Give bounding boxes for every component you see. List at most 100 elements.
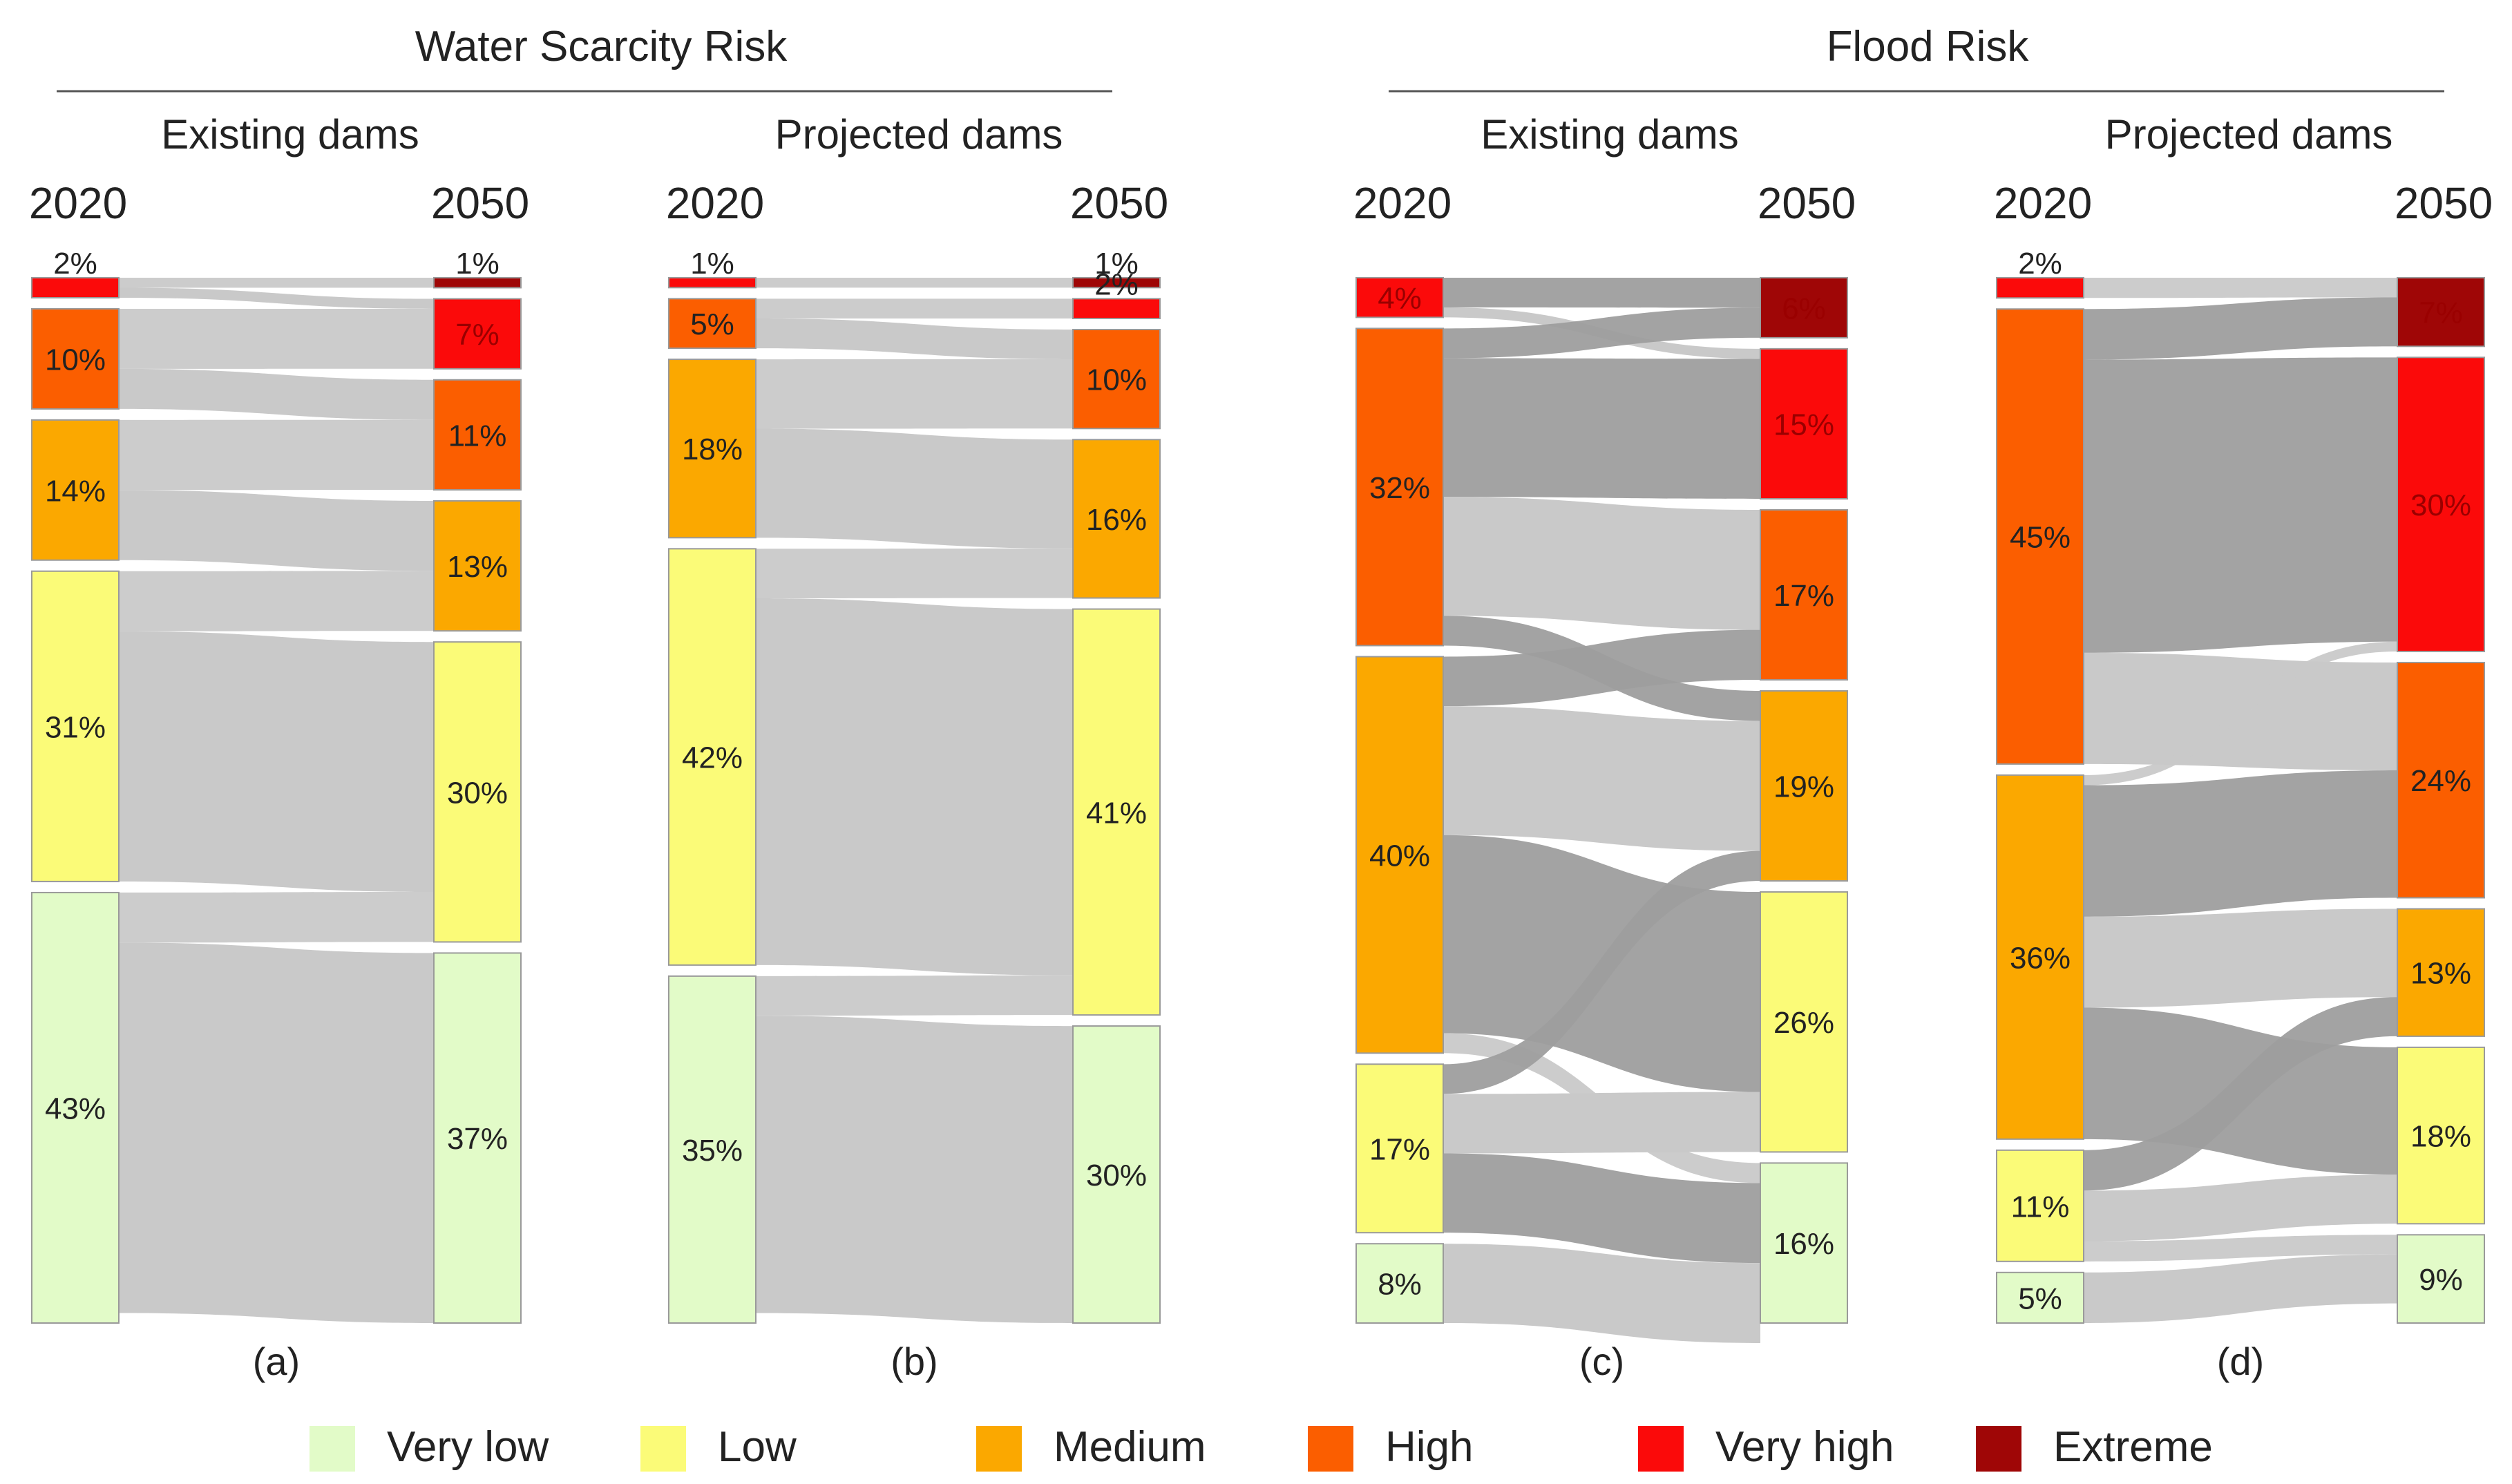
flow-high-to-very_high bbox=[1443, 358, 1760, 499]
node-label-right-high: 10% bbox=[1086, 363, 1147, 397]
node-label-right-medium: 19% bbox=[1773, 770, 1834, 804]
node-left-medium bbox=[1996, 774, 2084, 1140]
flow-very_high-to-very_high bbox=[119, 287, 434, 309]
node-label-right-extreme: 1% bbox=[1094, 247, 1139, 280]
node-label-left-very_high: 2% bbox=[2018, 247, 2062, 280]
legend-swatch-high bbox=[1308, 1426, 1353, 1472]
node-label-right-very_high: 30% bbox=[2410, 488, 2471, 522]
sankey-panel-a: 2% 10% 14% 31% 43% 1% 7% 11% 13% 30% 37% Existing d… bbox=[29, 111, 529, 1383]
node-label-left-high: 32% bbox=[1369, 471, 1430, 505]
flow-very_high-to-extreme bbox=[2084, 278, 2397, 298]
node-left-very_low bbox=[1996, 1271, 2084, 1324]
flow-low-to-low bbox=[756, 598, 1073, 976]
year-label-2020-b: 2020 bbox=[666, 178, 764, 228]
node-label-right-very_high: 2% bbox=[1094, 267, 1139, 301]
sankey-panel-c: 4% 32% 40% 17% 8% 6% 15% 17% 19% 26% 16% Existing d… bbox=[1353, 111, 1856, 1383]
node-left-low bbox=[31, 570, 120, 882]
group-title-c: Existing dams bbox=[1481, 111, 1738, 158]
flow-high-to-very_high bbox=[756, 298, 1073, 319]
flow-low-to-very_low bbox=[2084, 1235, 2397, 1262]
node-label-right-low: 18% bbox=[2410, 1120, 2471, 1154]
node-right-medium bbox=[2397, 908, 2485, 1037]
node-right-very_low bbox=[1072, 1025, 1161, 1324]
node-label-right-very_high: 15% bbox=[1773, 408, 1834, 441]
year-label-2020-d: 2020 bbox=[1994, 178, 2092, 228]
panel-label-a: (a) bbox=[253, 1340, 300, 1383]
node-right-extreme bbox=[2397, 277, 2485, 348]
node-label-right-very_low: 37% bbox=[447, 1122, 508, 1156]
legend-label-very_high: Very high bbox=[1715, 1423, 1894, 1471]
node-left-very_high bbox=[1996, 277, 2084, 299]
node-label-left-low: 42% bbox=[682, 741, 743, 775]
node-label-left-very_low: 43% bbox=[45, 1092, 106, 1125]
node-right-medium bbox=[1760, 690, 1848, 882]
node-label-left-low: 11% bbox=[2011, 1190, 2070, 1224]
legend-swatch-very_high bbox=[1638, 1426, 1684, 1472]
legend-swatch-very_low bbox=[310, 1426, 355, 1472]
node-left-medium bbox=[668, 359, 757, 539]
flow-low-to-medium bbox=[756, 548, 1073, 599]
panel-label-c: (c) bbox=[1579, 1340, 1624, 1383]
node-right-low bbox=[1072, 608, 1161, 1016]
node-right-very_low bbox=[2397, 1234, 2485, 1324]
node-label-right-very_low: 16% bbox=[1773, 1227, 1834, 1261]
group-title-d: Projected dams bbox=[2105, 111, 2393, 158]
flow-medium-to-medium bbox=[756, 428, 1073, 549]
node-right-very_high bbox=[433, 298, 522, 370]
node-right-high bbox=[1760, 508, 1848, 681]
node-left-very_high bbox=[1355, 277, 1444, 318]
flow-medium-to-high bbox=[119, 419, 434, 491]
node-right-high bbox=[2397, 661, 2485, 899]
node-label-left-medium: 36% bbox=[2010, 941, 2071, 975]
legend-swatch-medium bbox=[976, 1426, 1022, 1472]
flow-medium-to-high bbox=[756, 359, 1073, 429]
flow-very_low-to-very_low bbox=[119, 942, 434, 1323]
flow-medium-to-medium bbox=[2084, 909, 2397, 1008]
flow-low-to-low bbox=[119, 631, 434, 893]
node-label-left-medium: 14% bbox=[45, 474, 106, 508]
node-label-right-very_low: 30% bbox=[1086, 1159, 1147, 1192]
node-label-left-very_low: 5% bbox=[2018, 1282, 2062, 1315]
legend-label-low: Low bbox=[718, 1423, 797, 1471]
node-right-low bbox=[2397, 1046, 2485, 1225]
node-left-low bbox=[1355, 1063, 1444, 1234]
flow-very_low-to-very_low bbox=[1443, 1244, 1760, 1343]
node-right-medium bbox=[1072, 439, 1161, 599]
node-right-very_low bbox=[433, 952, 522, 1324]
flow-very_high-to-extreme bbox=[1443, 278, 1760, 308]
node-label-right-low: 30% bbox=[447, 776, 508, 810]
flow-low-to-medium bbox=[1443, 850, 1760, 1094]
group-title-a: Existing dams bbox=[161, 111, 419, 158]
legend-label-very_low: Very low bbox=[387, 1423, 549, 1471]
flows-c bbox=[1443, 278, 1760, 1343]
node-right-extreme bbox=[433, 277, 522, 289]
node-left-high bbox=[1355, 327, 1444, 647]
legend: Very low Low Medium High Very high Extreme bbox=[310, 1423, 2213, 1472]
year-label-2020-a: 2020 bbox=[29, 178, 127, 228]
node-left-high bbox=[31, 307, 120, 410]
panel-label-b: (b) bbox=[891, 1340, 938, 1383]
node-label-right-extreme: 6% bbox=[1782, 292, 1826, 325]
node-right-extreme bbox=[1760, 277, 1848, 339]
sankey-panel-b: 1%5%18%42%35%1%2%10%16%41%30%Projected d… bbox=[666, 111, 1168, 1383]
flow-medium-to-high bbox=[2084, 770, 2397, 917]
node-left-medium bbox=[1355, 656, 1444, 1054]
node-left-high bbox=[1996, 308, 2084, 765]
node-label-right-high: 11% bbox=[448, 419, 507, 453]
node-right-low bbox=[433, 641, 522, 943]
section-title-water-scarcity: Water Scarcity Risk bbox=[415, 23, 788, 70]
flow-low-to-medium bbox=[2084, 997, 2397, 1191]
flow-low-to-medium bbox=[119, 571, 434, 631]
flow-high-to-high bbox=[756, 318, 1073, 359]
node-left-very_low bbox=[31, 891, 120, 1324]
node-label-right-low: 41% bbox=[1086, 796, 1147, 830]
flows-a bbox=[119, 278, 434, 1323]
node-label-left-medium: 40% bbox=[1369, 839, 1430, 873]
node-label-left-very_high: 4% bbox=[1378, 282, 1422, 316]
node-left-medium bbox=[31, 419, 120, 561]
flow-medium-to-very_high bbox=[2084, 641, 2397, 786]
node-right-very_low bbox=[1760, 1162, 1848, 1324]
flow-very_high-to-extreme bbox=[756, 278, 1073, 288]
node-right-medium bbox=[433, 500, 522, 632]
panel-label-d: (d) bbox=[2217, 1340, 2264, 1383]
